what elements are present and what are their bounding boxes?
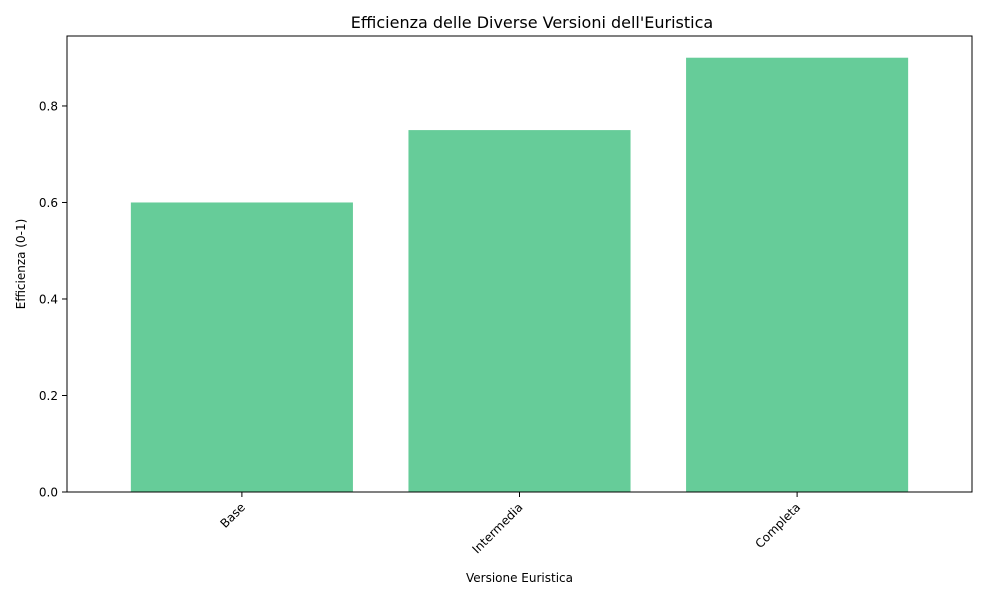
x-axis: Base Intermedia Completa xyxy=(217,492,803,556)
y-axis: 0.0 0.2 0.4 0.6 0.8 xyxy=(39,99,67,500)
chart-title: Efficienza delle Diverse Versioni dell'E… xyxy=(351,13,713,32)
x-tick-label: Completa xyxy=(752,500,803,551)
y-tick-label: 0.6 xyxy=(39,196,58,210)
y-tick-label: 0.0 xyxy=(39,486,58,500)
y-tick-label: 0.4 xyxy=(39,292,58,306)
y-tick-label: 0.8 xyxy=(39,99,58,113)
bar-base xyxy=(130,202,353,492)
x-axis-label: Versione Euristica xyxy=(466,571,573,585)
x-tick-label: Intermedia xyxy=(470,500,526,556)
bar-completa xyxy=(686,57,909,492)
bar-intermedia xyxy=(408,130,631,492)
bars-group xyxy=(130,57,909,492)
y-tick-label: 0.2 xyxy=(39,389,58,403)
x-tick-label: Base xyxy=(217,500,248,531)
y-axis-label: Efficienza (0-1) xyxy=(14,219,28,310)
plot-frame xyxy=(66,35,973,493)
